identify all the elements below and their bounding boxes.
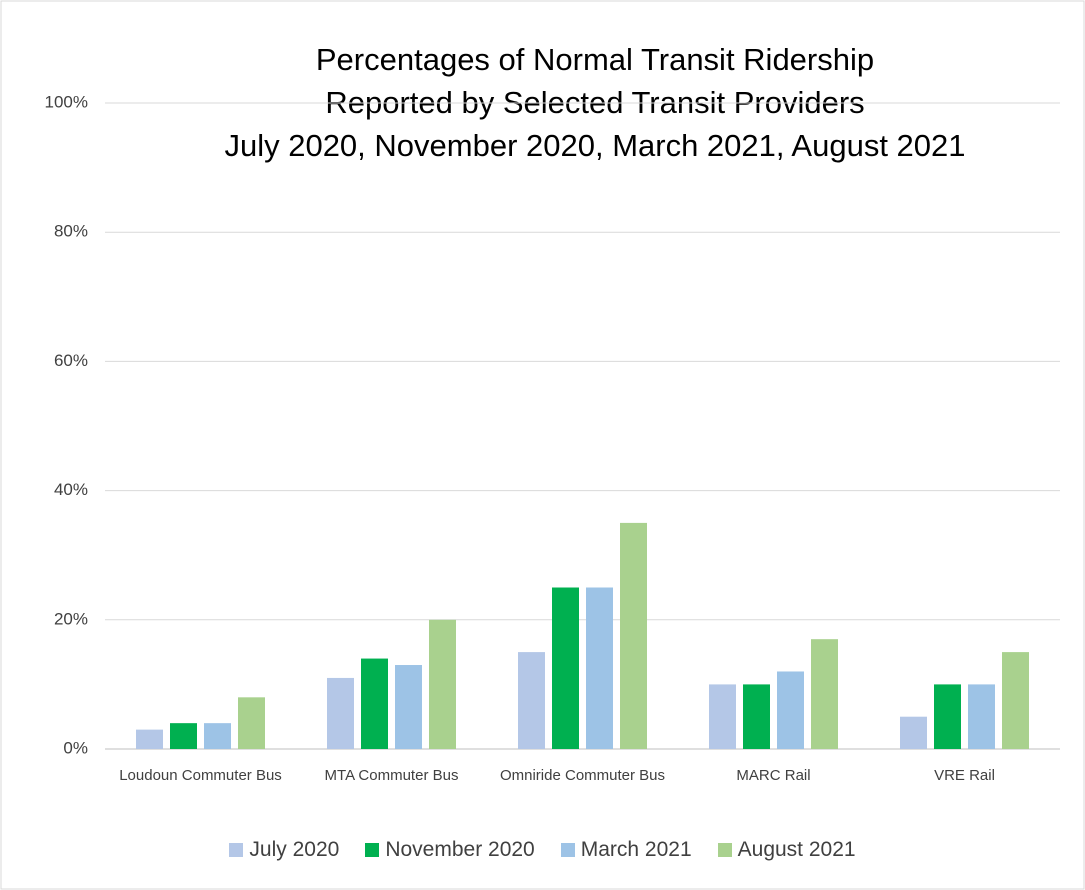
chart-title: Percentages of Normal Transit Ridership — [316, 42, 874, 77]
bar — [900, 716, 927, 749]
legend: July 2020 November 2020 March 2021 August 2… — [0, 838, 1085, 862]
bar — [743, 684, 770, 749]
bar — [811, 639, 838, 749]
legend-item: August 2021 — [717, 838, 856, 862]
bar — [136, 729, 163, 749]
bar — [238, 697, 265, 749]
legend-item: November 2020 — [365, 838, 535, 862]
y-tick-label: 40% — [54, 480, 88, 499]
bar — [518, 652, 545, 749]
legend-label: August 2021 — [737, 838, 856, 861]
x-tick-label: MARC Rail — [736, 767, 811, 784]
bar — [1002, 652, 1029, 749]
legend-swatch — [560, 843, 575, 858]
y-tick-label: 20% — [54, 609, 88, 628]
x-tick-label: Omniride Commuter Bus — [499, 767, 666, 784]
legend-label: March 2021 — [580, 838, 692, 861]
legend-item: July 2020 — [229, 838, 339, 862]
x-tick-label: VRE Rail — [934, 767, 995, 784]
y-tick-label: 100% — [45, 92, 88, 111]
legend-swatch — [365, 843, 380, 858]
bar — [620, 522, 647, 749]
chart-title: July 2020, November 2020, March 2021, Au… — [224, 128, 965, 163]
bar — [552, 587, 579, 749]
bar — [204, 723, 231, 749]
bar — [586, 587, 613, 749]
bar — [395, 665, 422, 749]
x-tick-label: MTA Commuter Bus — [324, 767, 459, 784]
bar — [429, 619, 456, 749]
bar — [709, 684, 736, 749]
x-tick-label: Loudoun Commuter Bus — [119, 767, 282, 784]
legend-item: March 2021 — [560, 838, 692, 862]
legend-swatch — [717, 843, 732, 858]
y-tick-label: 60% — [54, 351, 88, 370]
bar — [777, 671, 804, 749]
legend-label: November 2020 — [385, 838, 535, 861]
bar — [968, 684, 995, 749]
bar — [327, 677, 354, 749]
legend-swatch — [229, 843, 244, 858]
bar — [170, 723, 197, 749]
bar — [934, 684, 961, 749]
legend-label: July 2020 — [249, 838, 340, 861]
y-tick-label: 80% — [54, 222, 88, 241]
y-tick-label: 0% — [63, 738, 88, 757]
bar — [361, 658, 388, 749]
